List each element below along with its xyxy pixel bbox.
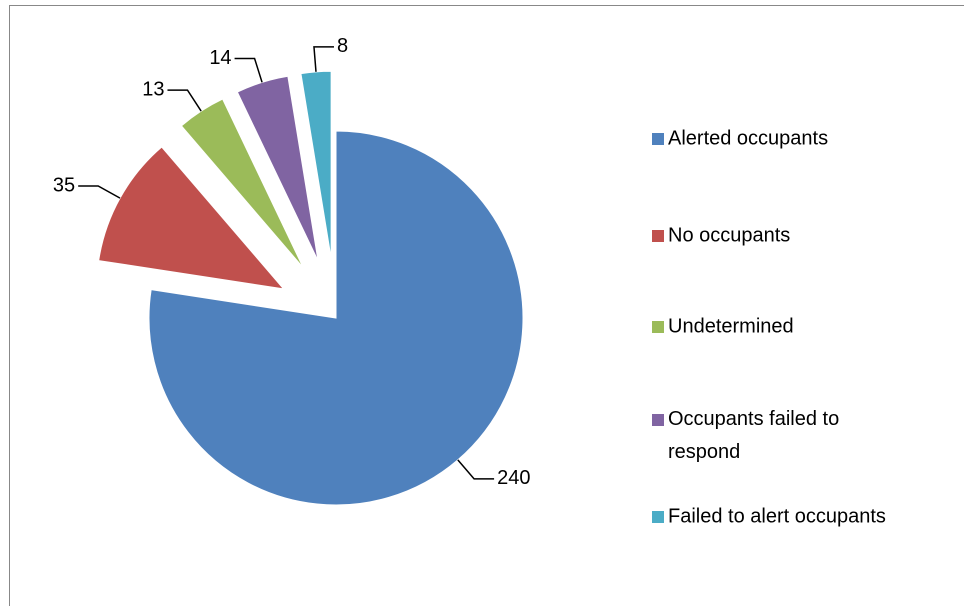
legend-swatch [652, 321, 664, 333]
pie-slice [98, 146, 285, 290]
pie-slice [148, 130, 524, 506]
data-label: 240 [497, 467, 530, 489]
data-label: 8 [337, 35, 348, 57]
legend-label: Undetermined [668, 315, 794, 337]
pie-slice [236, 75, 319, 261]
data-label: 13 [142, 78, 164, 100]
legend-swatch [652, 511, 664, 523]
pie-slice [300, 70, 332, 259]
legend-swatch [652, 133, 664, 145]
leader-line [167, 89, 202, 112]
leader-line [313, 46, 334, 72]
legend-swatch [652, 230, 664, 242]
legend-label: Occupants failed to respond [668, 408, 839, 463]
data-label: 14 [209, 47, 231, 69]
leader-line [78, 185, 121, 199]
pie-slice [180, 98, 304, 269]
legend-swatch [652, 414, 664, 426]
leader-line [234, 57, 263, 83]
legend-label: Failed to alert occupants [668, 505, 886, 527]
legend-label: Alerted occupants [668, 127, 828, 149]
legend-label: No occupants [668, 224, 790, 246]
data-label: 35 [53, 174, 75, 196]
leader-line [457, 459, 495, 480]
